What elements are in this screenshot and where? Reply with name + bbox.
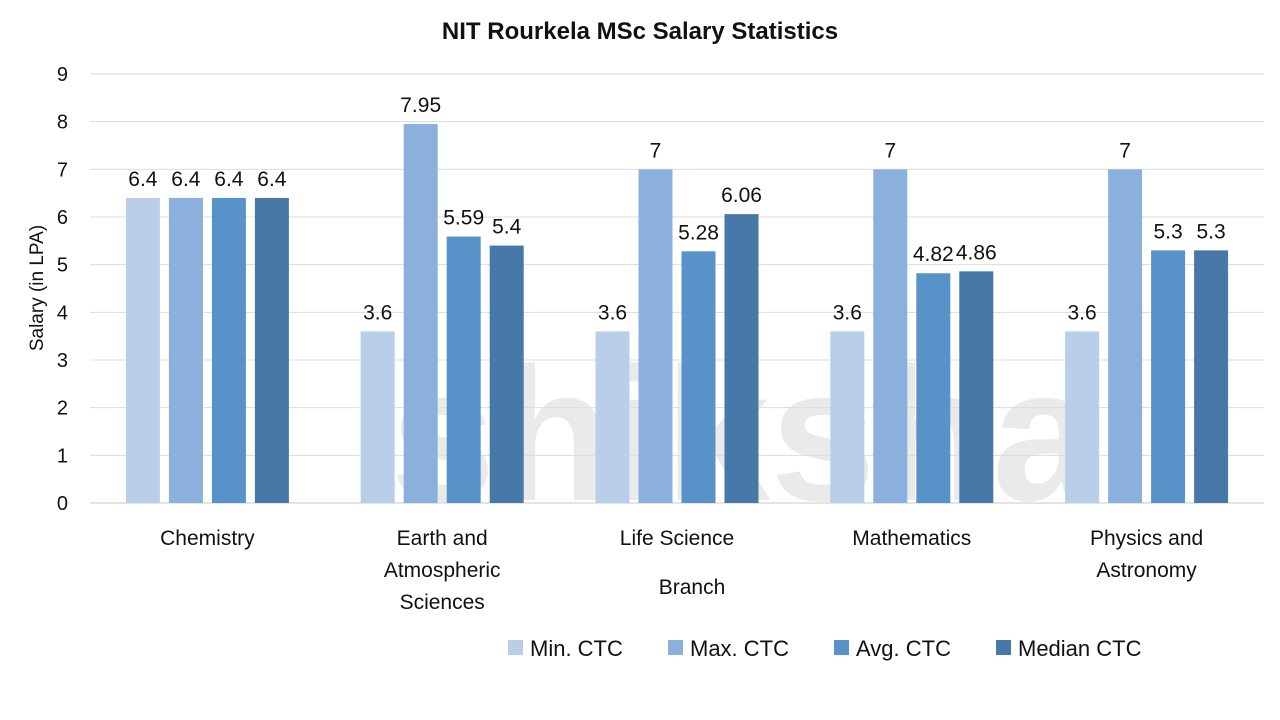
legend-label: Min. CTC	[530, 636, 623, 661]
legend-label: Max. CTC	[690, 636, 789, 661]
y-axis-label: Salary (in LPA)	[27, 225, 48, 351]
data-label: 7	[884, 139, 896, 162]
x-tick-label: Mathematics	[852, 527, 971, 550]
bar-min-ctc	[595, 331, 630, 503]
bar-max-ctc	[168, 197, 203, 503]
bar-avg-ctc	[446, 236, 481, 503]
bar-min-ctc	[1065, 331, 1100, 503]
y-tick-label: 8	[57, 112, 68, 134]
data-label: 5.4	[492, 216, 522, 239]
x-tick-label: Chemistry	[160, 527, 255, 550]
bar-max-ctc	[1108, 169, 1143, 504]
y-tick-label: 7	[57, 159, 68, 181]
data-label: 3.6	[363, 301, 392, 324]
x-tick-label: Astronomy	[1096, 559, 1197, 582]
x-axis-label: Branch	[659, 576, 726, 599]
legend-swatch	[508, 640, 523, 655]
data-label: 7	[650, 139, 662, 162]
y-tick-label: 0	[57, 493, 68, 515]
data-label: 3.6	[1067, 301, 1096, 324]
y-tick-label: 9	[57, 64, 68, 86]
legend-swatch	[996, 640, 1011, 655]
x-tick-label: Earth and	[397, 527, 488, 550]
bar-median-ctc	[724, 214, 759, 503]
bar-max-ctc	[873, 169, 908, 504]
data-label: 4.82	[913, 243, 954, 266]
data-label: 7.95	[400, 94, 441, 117]
y-tick-label: 5	[57, 255, 68, 277]
x-tick-label: Physics and	[1090, 527, 1203, 550]
legend-label: Median CTC	[1018, 636, 1142, 661]
data-label: 5.3	[1196, 220, 1225, 243]
bar-avg-ctc	[211, 197, 246, 503]
bar-median-ctc	[254, 197, 289, 503]
bar-min-ctc	[360, 331, 395, 503]
bar-avg-ctc	[1151, 250, 1186, 503]
data-label: 6.4	[171, 168, 201, 191]
data-label: 4.86	[956, 241, 997, 264]
data-label: 7	[1119, 139, 1131, 162]
y-tick-label: 3	[57, 350, 68, 372]
legend-label: Avg. CTC	[856, 636, 951, 661]
bar-max-ctc	[638, 169, 673, 504]
x-tick-label: Atmospheric	[384, 559, 501, 582]
bar-avg-ctc	[916, 273, 951, 503]
y-tick-label: 2	[57, 398, 68, 420]
data-label: 5.3	[1153, 220, 1182, 243]
bar-max-ctc	[403, 124, 438, 504]
legend-swatch	[834, 640, 849, 655]
chart-title: NIT Rourkela MSc Salary Statistics	[442, 18, 838, 45]
data-label: 6.06	[721, 184, 762, 207]
y-tick-label: 4	[57, 302, 68, 324]
y-tick-label: 6	[57, 207, 68, 229]
data-label: 3.6	[598, 301, 627, 324]
bar-median-ctc	[1194, 250, 1229, 503]
legend-swatch	[668, 640, 683, 655]
x-tick-label: Life Science	[620, 527, 734, 550]
data-label: 3.6	[833, 301, 862, 324]
x-tick-label: Sciences	[400, 591, 485, 614]
bar-median-ctc	[959, 271, 994, 503]
data-label: 5.59	[443, 207, 484, 230]
data-label: 5.28	[678, 221, 719, 244]
bar-min-ctc	[830, 331, 865, 503]
bar-median-ctc	[489, 245, 524, 503]
bar-avg-ctc	[681, 251, 716, 503]
data-label: 6.4	[257, 168, 287, 191]
bar-min-ctc	[125, 197, 160, 503]
data-label: 6.4	[128, 168, 158, 191]
data-label: 6.4	[214, 168, 244, 191]
y-tick-label: 1	[57, 445, 68, 467]
